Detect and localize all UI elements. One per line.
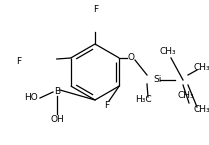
Text: B: B — [54, 87, 60, 97]
Text: O: O — [127, 54, 135, 62]
Text: Si: Si — [154, 76, 162, 85]
Text: CH₃: CH₃ — [194, 106, 209, 115]
Text: CH₃: CH₃ — [194, 62, 209, 71]
Text: CH₃: CH₃ — [178, 90, 194, 99]
Text: H₃C: H₃C — [135, 96, 151, 105]
Text: HO: HO — [24, 94, 38, 103]
Text: F: F — [93, 6, 99, 14]
Text: OH: OH — [50, 116, 64, 125]
Text: F: F — [17, 58, 22, 67]
Text: CH₃: CH₃ — [160, 48, 176, 57]
Text: F: F — [104, 102, 110, 110]
